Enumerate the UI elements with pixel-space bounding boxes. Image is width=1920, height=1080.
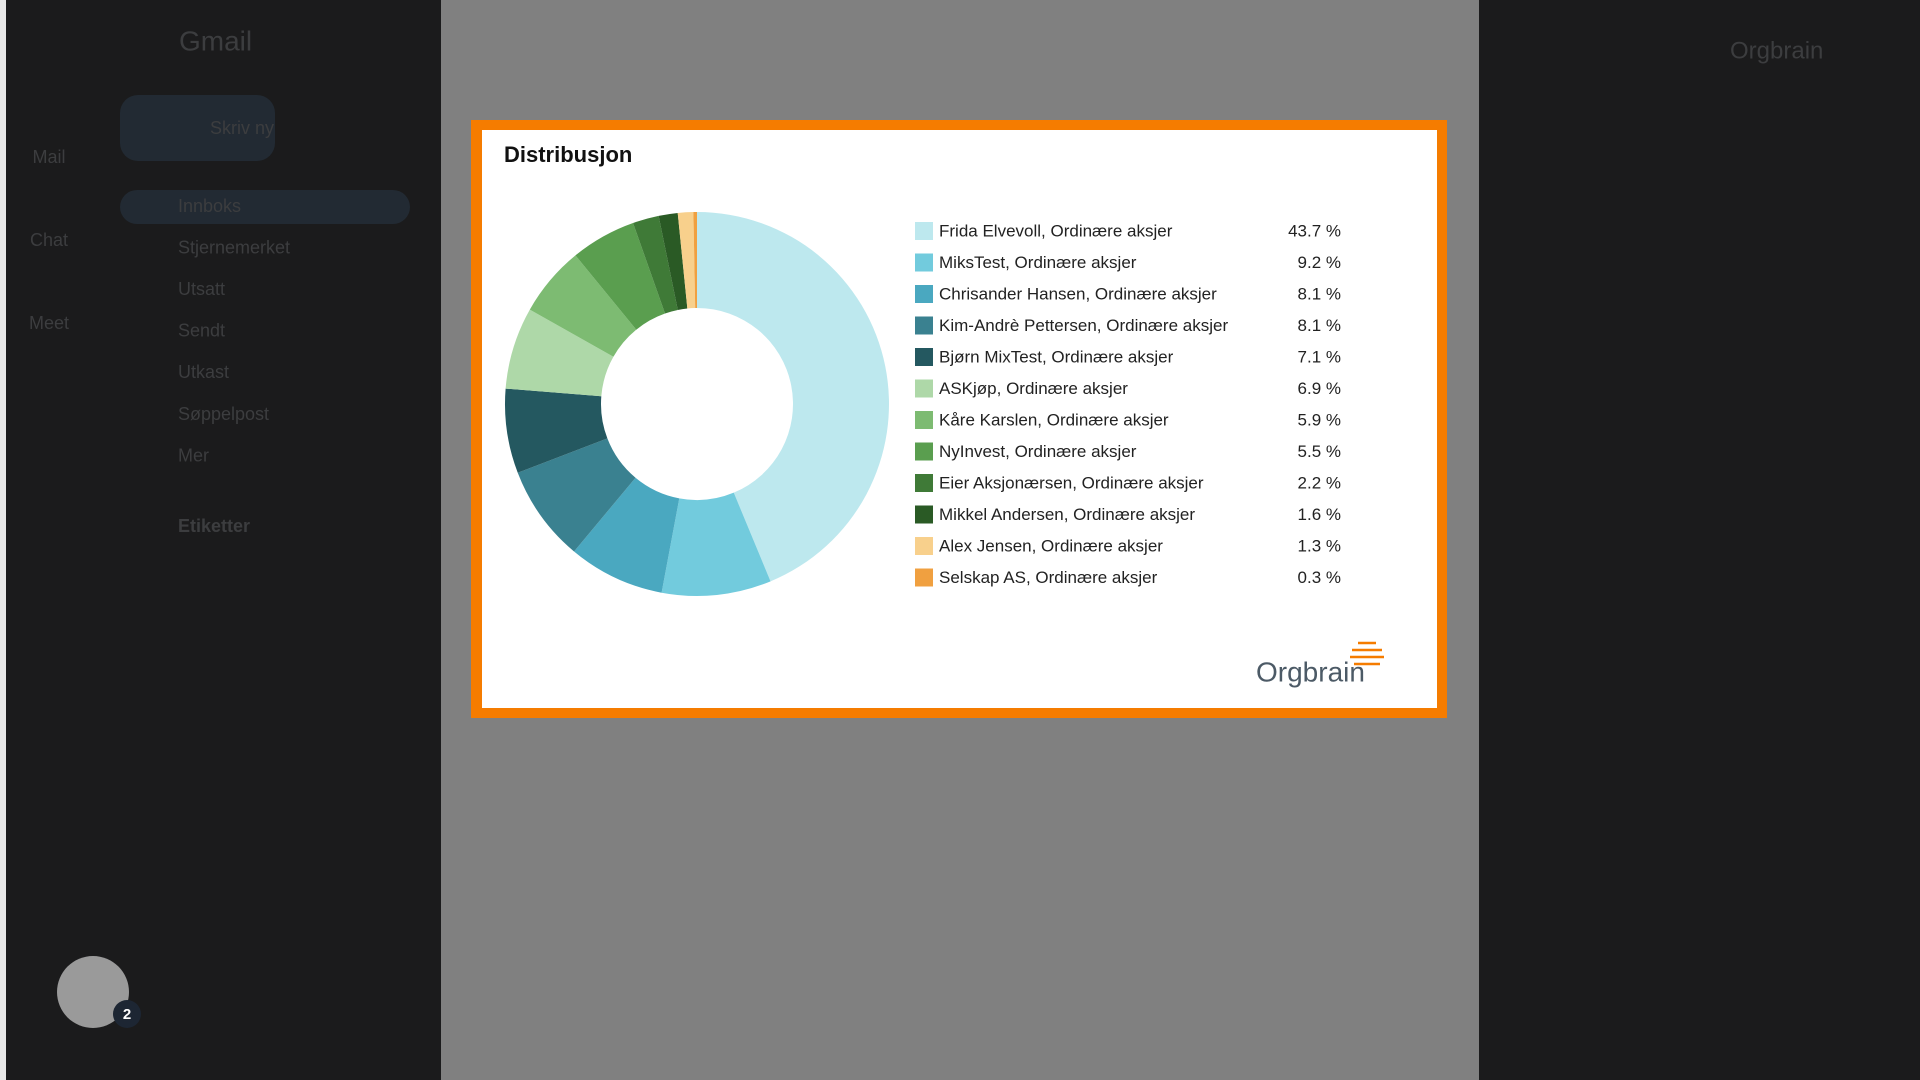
legend-label: ASKjøp, Ordinære aksjer — [939, 379, 1128, 398]
chart-title: Distribusjon — [504, 142, 632, 167]
app-name: Gmail — [179, 25, 252, 56]
rail-label: Chat — [30, 230, 68, 250]
nav-item: Sendt — [178, 321, 225, 341]
legend-label: Alex Jensen, Ordinære aksjer — [939, 536, 1163, 555]
legend-swatch — [915, 253, 933, 272]
legend-swatch — [915, 222, 933, 240]
donut-slice — [505, 388, 608, 473]
legend-swatch — [915, 348, 933, 366]
legend-value: 1.3 % — [1298, 536, 1341, 555]
legend-value: 1.6 % — [1298, 505, 1341, 524]
legend-label: Kåre Karslen, Ordinære aksjer — [939, 410, 1169, 429]
orgbrain-fab[interactable] — [57, 956, 129, 1028]
rail-label: Meet — [29, 313, 69, 333]
logo-icon — [1350, 641, 1384, 666]
donut-slice — [517, 438, 636, 552]
donut-slice — [575, 222, 666, 330]
legend-swatch — [915, 285, 933, 303]
legend-swatch — [915, 316, 933, 335]
legend-value: 43.7 % — [1288, 221, 1341, 240]
donut-slice — [574, 477, 680, 593]
legend-label: Bjørn MixTest, Ordinære aksjer — [939, 347, 1174, 366]
legend-label: MiksTest, Ordinære aksjer — [939, 253, 1137, 272]
legend-swatch — [915, 442, 933, 461]
legend-label: Selskap AS, Ordinære aksjer — [939, 568, 1158, 587]
account-name: Orgbrain — [1730, 37, 1823, 64]
legend-value: 2.2 % — [1298, 473, 1341, 492]
nav-item: Mer — [178, 445, 209, 465]
legend-value: 9.2 % — [1298, 253, 1341, 272]
legend-value: 7.1 % — [1298, 347, 1341, 366]
donut-slice — [693, 212, 697, 309]
rail-label: Mail — [32, 147, 65, 167]
labels-heading: Etiketter — [178, 516, 250, 536]
legend-value: 8.1 % — [1298, 316, 1341, 335]
edge — [0, 0, 6, 1080]
nav-item: Søppelpost — [178, 404, 269, 424]
legend-swatch — [915, 474, 933, 492]
legend-value: 5.5 % — [1298, 442, 1341, 461]
legend-label: Mikkel Andersen, Ordinære aksjer — [939, 505, 1195, 524]
legend-label: Kim-Andrè Pettersen, Ordinære aksjer — [939, 316, 1228, 335]
nav-item: Innboks — [178, 196, 241, 216]
legend-value: 8.1 % — [1298, 284, 1341, 303]
legend-label: Chrisander Hansen, Ordinære aksjer — [939, 284, 1217, 303]
donut-slice — [697, 212, 889, 582]
donut-slice — [658, 212, 688, 310]
badge-count: 2 — [123, 1006, 131, 1023]
nav-item: Utsatt — [178, 279, 225, 299]
donut-slice — [661, 492, 771, 596]
compose-label: Skriv ny — [210, 118, 274, 138]
nav-item: Utkast — [178, 362, 229, 382]
legend-label: NyInvest, Ordinære aksjer — [939, 442, 1137, 461]
legend-swatch — [915, 379, 933, 398]
active-nav — [120, 190, 410, 224]
legend-swatch — [915, 537, 933, 555]
legend-value: 0.3 % — [1298, 568, 1341, 587]
donut-slice — [505, 309, 614, 397]
logo-text: Orgbrain — [1256, 656, 1365, 687]
nav-item: Stjernemerket — [178, 237, 290, 257]
compose-button[interactable] — [120, 95, 275, 161]
legend-label: Frida Elvevoll, Ordinære aksjer — [939, 221, 1173, 240]
legend-swatch — [915, 505, 933, 524]
badge — [113, 1000, 141, 1028]
legend-value: 5.9 % — [1298, 410, 1341, 429]
legend-value: 6.9 % — [1298, 379, 1341, 398]
legend-label: Eier Aksjonærsen, Ordinære aksjer — [939, 473, 1204, 492]
legend-swatch — [915, 568, 933, 587]
legend-swatch — [915, 411, 933, 429]
donut-slice — [633, 215, 678, 314]
donut-slice — [677, 212, 696, 309]
donut-slice — [529, 255, 637, 357]
